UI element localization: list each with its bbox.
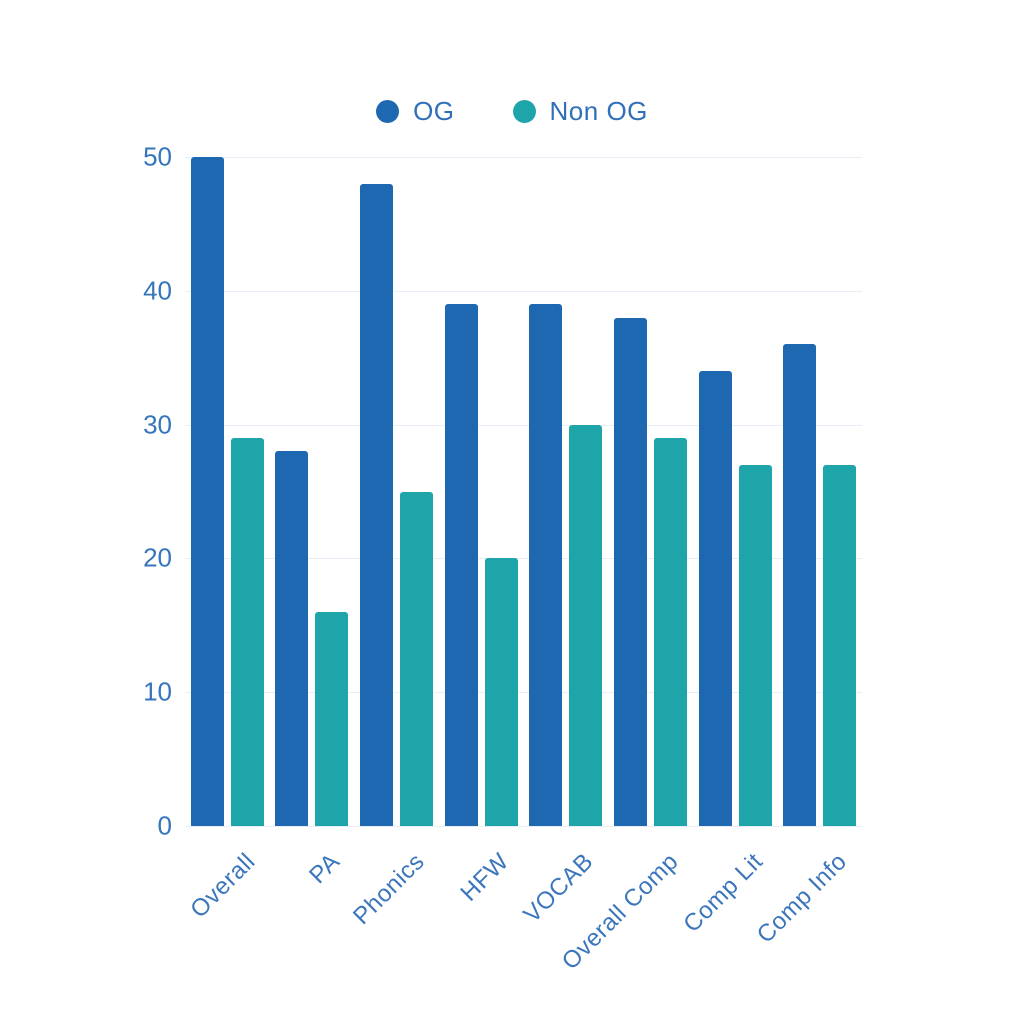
x-axis-label-overall: Overall — [185, 848, 261, 924]
bar-og-overall-comp — [613, 317, 647, 826]
bar-group-phonics — [360, 183, 434, 826]
bar-group-comp-info — [783, 344, 857, 826]
bar-non-og-pa — [315, 611, 349, 826]
chart-legend: OG Non OG — [0, 96, 1024, 127]
og-legend-swatch-icon — [376, 100, 400, 123]
y-axis-tick-label-10: 10 — [143, 676, 172, 707]
gridline-50 — [185, 157, 862, 158]
bar-og-pa — [275, 451, 309, 826]
bar-og-hfw — [444, 304, 478, 826]
bar-group-pa — [275, 451, 349, 826]
legend-item-og[interactable]: OG — [376, 96, 454, 127]
bar-og-overall — [190, 157, 224, 826]
y-axis-tick-label-20: 20 — [143, 542, 172, 573]
bar-group-vocab — [529, 304, 603, 826]
og-legend-label: OG — [413, 96, 455, 126]
non-og-legend-label: Non OG — [549, 96, 648, 126]
non-og-legend-swatch-icon — [512, 100, 536, 123]
bar-og-phonics — [360, 183, 394, 826]
y-axis-tick-label-30: 30 — [143, 409, 172, 440]
bar-non-og-comp-lit — [738, 464, 772, 826]
bar-non-og-overall-comp — [653, 437, 687, 826]
y-axis-tick-label-40: 40 — [143, 275, 172, 306]
x-axis-label-hfw: HFW — [455, 848, 515, 907]
gridline-20 — [185, 558, 862, 560]
bar-non-og-vocab — [569, 424, 603, 826]
bar-og-vocab — [529, 304, 563, 826]
x-axis-label-pa: PA — [303, 848, 346, 890]
bar-group-hfw — [444, 304, 518, 826]
gridline-10 — [185, 692, 862, 694]
legend-item-non-og[interactable]: Non OG — [512, 96, 648, 127]
bar-non-og-hfw — [484, 558, 518, 826]
gridline-40 — [185, 290, 862, 292]
bar-group-overall — [190, 157, 264, 826]
x-axis-label-vocab: VOCAB — [518, 848, 599, 929]
bar-og-comp-info — [783, 344, 817, 826]
x-axis-label-phonics: Phonics — [347, 848, 430, 930]
gridline-30 — [185, 424, 862, 426]
y-axis-tick-label-0: 0 — [157, 810, 172, 841]
x-axis-label-comp-info: Comp Info — [752, 848, 853, 949]
bar-group-comp-lit — [698, 371, 772, 826]
gridline-0 — [185, 826, 862, 827]
bar-non-og-overall — [230, 437, 264, 826]
bar-non-og-comp-info — [823, 464, 857, 826]
y-axis-tick-label-50: 50 — [143, 141, 172, 172]
bar-og-comp-lit — [698, 371, 732, 826]
bar-group-overall-comp — [613, 317, 687, 826]
bar-non-og-phonics — [400, 491, 434, 826]
